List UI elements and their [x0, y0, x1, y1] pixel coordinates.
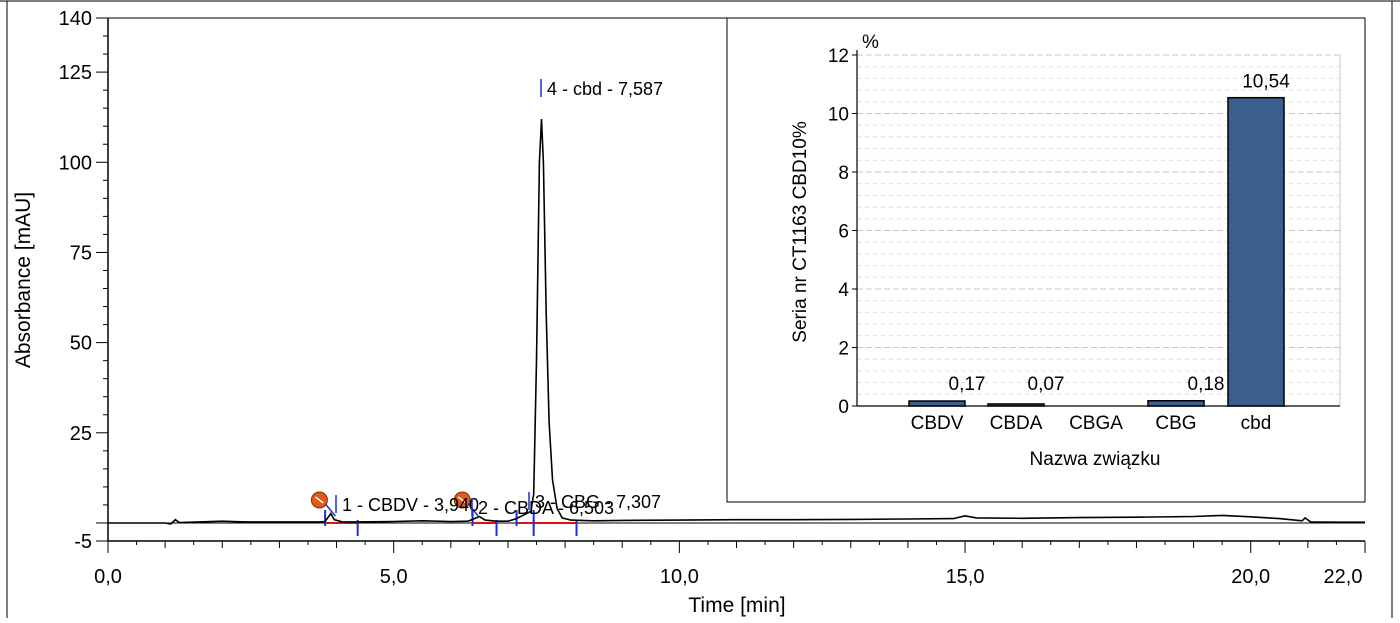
x-axis-title: Time [min] [688, 594, 785, 617]
y-tick-label: 100 [59, 152, 92, 174]
inset-y-tick-label: 4 [838, 280, 849, 301]
x-tick-label: 10,0 [660, 566, 699, 588]
x-tick-label: 20,0 [1231, 566, 1270, 588]
inset-category-label: CBG [1155, 413, 1196, 434]
peak-warning-icon [310, 491, 336, 517]
inset-bar [1147, 399, 1205, 407]
inset-category-label: CBGA [1069, 413, 1123, 434]
inset-category-label: CBDA [990, 413, 1043, 434]
inset-bar [1227, 96, 1285, 407]
y-tick-label: -5 [74, 531, 92, 553]
peak-label: 2 - CBDA - 6,503 [478, 498, 614, 518]
inset-category-label: cbd [1241, 413, 1272, 434]
inset-x-axis-title: Nazwa związku [1030, 449, 1161, 470]
inset-bar [908, 400, 966, 407]
inset-y-tick-label: 6 [838, 222, 849, 243]
inset-y-axis-title: Seria nr CT1163 CBD10% [790, 121, 811, 343]
y-tick-label: 125 [59, 62, 92, 84]
warning-icon-mark [457, 496, 467, 504]
inset-y-tick-label: 12 [828, 46, 849, 67]
warning-icon-mark [314, 496, 324, 504]
x-tick-label: 5,0 [380, 566, 408, 588]
inset-y-tick-label: 0 [838, 397, 849, 418]
peak-warning-icon [453, 491, 479, 517]
inset-y-tick-label: 2 [838, 339, 849, 360]
y-tick-label: 140 [59, 8, 92, 30]
peak-label: 1 - CBDV - 3,940 [342, 495, 479, 515]
warning-icon-leader [467, 503, 479, 517]
peak-label: 4 - cbd - 7,587 [547, 79, 663, 99]
y-tick-label: 25 [70, 423, 92, 445]
warning-icon-leader [324, 503, 336, 517]
inset-bar [987, 403, 1045, 407]
chromatogram-trace [108, 118, 1365, 525]
inset-category-label: CBDV [911, 413, 964, 434]
y-tick-label: 75 [70, 242, 92, 264]
x-tick-label: 0,0 [94, 566, 122, 588]
x-tick-label: 15,0 [946, 566, 985, 588]
inset-value-label: 0,07 [1028, 374, 1065, 395]
inset-y-tick-label: 10 [828, 105, 849, 126]
x-tick-label: 22,0 [1324, 566, 1363, 588]
inset-value-label: 10,54 [1242, 72, 1290, 93]
inset-value-label: 0,18 [1188, 374, 1225, 395]
inset-value-label: 0,17 [949, 374, 986, 395]
inset-unit-label: % [862, 32, 879, 53]
y-axis-title: Absorbance [mAU] [12, 192, 35, 368]
y-tick-label: 50 [70, 333, 92, 355]
inset-y-tick-label: 8 [838, 163, 849, 184]
peak-label: 3 - CBG - 7,307 [535, 492, 661, 512]
